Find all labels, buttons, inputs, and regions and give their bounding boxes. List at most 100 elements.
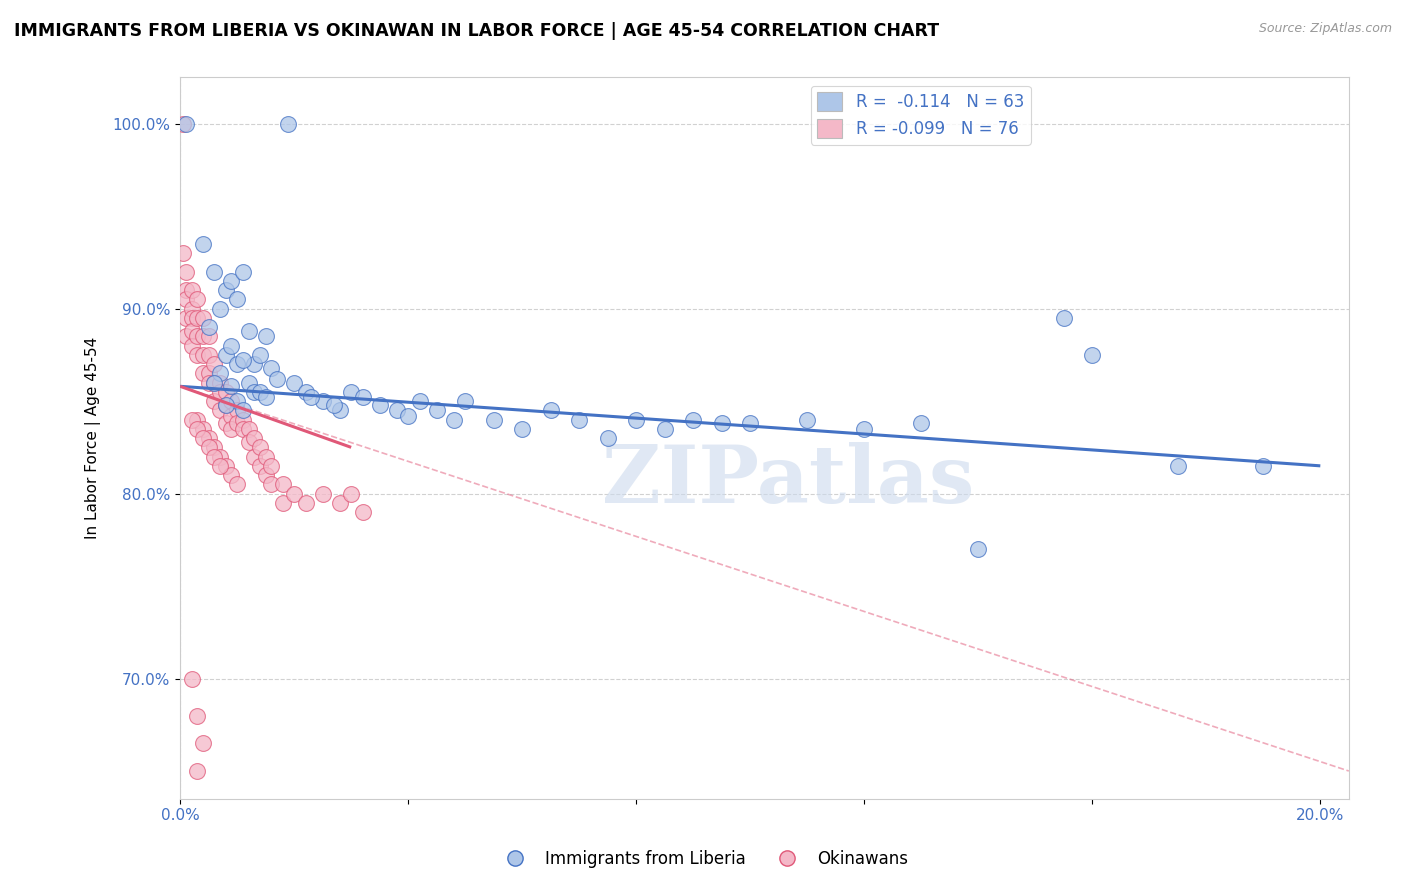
Point <box>215 398 238 412</box>
Y-axis label: In Labor Force | Age 45-54: In Labor Force | Age 45-54 <box>86 337 101 540</box>
Point <box>232 422 254 436</box>
Point <box>232 265 254 279</box>
Point <box>238 422 260 436</box>
Point <box>254 450 277 464</box>
Point <box>186 348 208 362</box>
Point <box>243 431 266 445</box>
Point <box>260 360 283 375</box>
Point <box>294 496 316 510</box>
Point <box>243 384 266 399</box>
Point <box>1053 310 1076 325</box>
Point <box>254 468 277 483</box>
Point <box>254 391 277 405</box>
Point <box>1167 458 1189 473</box>
Point <box>186 329 208 343</box>
Legend: Immigrants from Liberia, Okinawans: Immigrants from Liberia, Okinawans <box>491 844 915 875</box>
Point <box>654 422 676 436</box>
Point <box>249 348 271 362</box>
Point <box>197 320 219 334</box>
Point <box>329 403 352 417</box>
Point <box>226 403 249 417</box>
Point <box>202 450 225 464</box>
Point <box>232 353 254 368</box>
Point <box>408 394 430 409</box>
Point <box>215 458 238 473</box>
Point <box>174 265 197 279</box>
Point <box>740 417 762 431</box>
Point <box>174 293 197 307</box>
Point <box>271 477 294 491</box>
Point <box>482 412 505 426</box>
Point <box>215 417 238 431</box>
Point <box>180 310 202 325</box>
Point <box>209 367 232 381</box>
Point <box>221 409 243 423</box>
Point <box>174 329 197 343</box>
Point <box>191 329 214 343</box>
Text: ZIPatlas: ZIPatlas <box>602 442 974 520</box>
Point <box>329 496 352 510</box>
Point <box>226 293 249 307</box>
Point <box>180 338 202 352</box>
Point <box>202 394 225 409</box>
Point <box>202 376 225 390</box>
Point <box>202 265 225 279</box>
Point <box>232 403 254 417</box>
Point <box>215 398 238 412</box>
Point <box>271 496 294 510</box>
Point <box>340 486 363 500</box>
Point <box>180 412 202 426</box>
Point <box>238 324 260 338</box>
Point <box>186 293 208 307</box>
Point <box>172 117 194 131</box>
Point <box>215 384 238 399</box>
Point <box>568 412 591 426</box>
Point <box>249 384 271 399</box>
Point <box>186 412 208 426</box>
Point <box>260 458 283 473</box>
Point <box>853 422 876 436</box>
Point <box>1081 348 1104 362</box>
Point <box>1253 458 1275 473</box>
Legend: R =  -0.114   N = 63, R = -0.099   N = 76: R = -0.114 N = 63, R = -0.099 N = 76 <box>811 86 1031 145</box>
Point <box>243 357 266 371</box>
Point <box>385 403 408 417</box>
Point <box>796 412 818 426</box>
Point <box>226 394 249 409</box>
Point <box>221 422 243 436</box>
Point <box>191 431 214 445</box>
Point <box>180 301 202 316</box>
Point <box>396 409 419 423</box>
Point <box>226 417 249 431</box>
Point <box>191 367 214 381</box>
Point <box>191 236 214 251</box>
Point <box>243 450 266 464</box>
Point <box>294 384 316 399</box>
Point <box>311 486 333 500</box>
Point <box>215 348 238 362</box>
Point <box>197 348 219 362</box>
Point <box>221 379 243 393</box>
Point <box>624 412 647 426</box>
Point <box>191 422 214 436</box>
Point <box>191 310 214 325</box>
Point <box>209 376 232 390</box>
Point <box>202 357 225 371</box>
Point <box>226 477 249 491</box>
Point <box>540 403 562 417</box>
Point <box>209 450 232 464</box>
Point <box>215 283 238 297</box>
Point <box>238 376 260 390</box>
Point <box>186 422 208 436</box>
Point <box>174 310 197 325</box>
Point <box>340 384 363 399</box>
Point <box>174 283 197 297</box>
Point <box>283 376 305 390</box>
Point <box>221 468 243 483</box>
Point <box>221 394 243 409</box>
Point <box>277 117 299 131</box>
Point <box>174 117 197 131</box>
Point <box>352 391 374 405</box>
Point <box>299 391 322 405</box>
Point <box>221 274 243 288</box>
